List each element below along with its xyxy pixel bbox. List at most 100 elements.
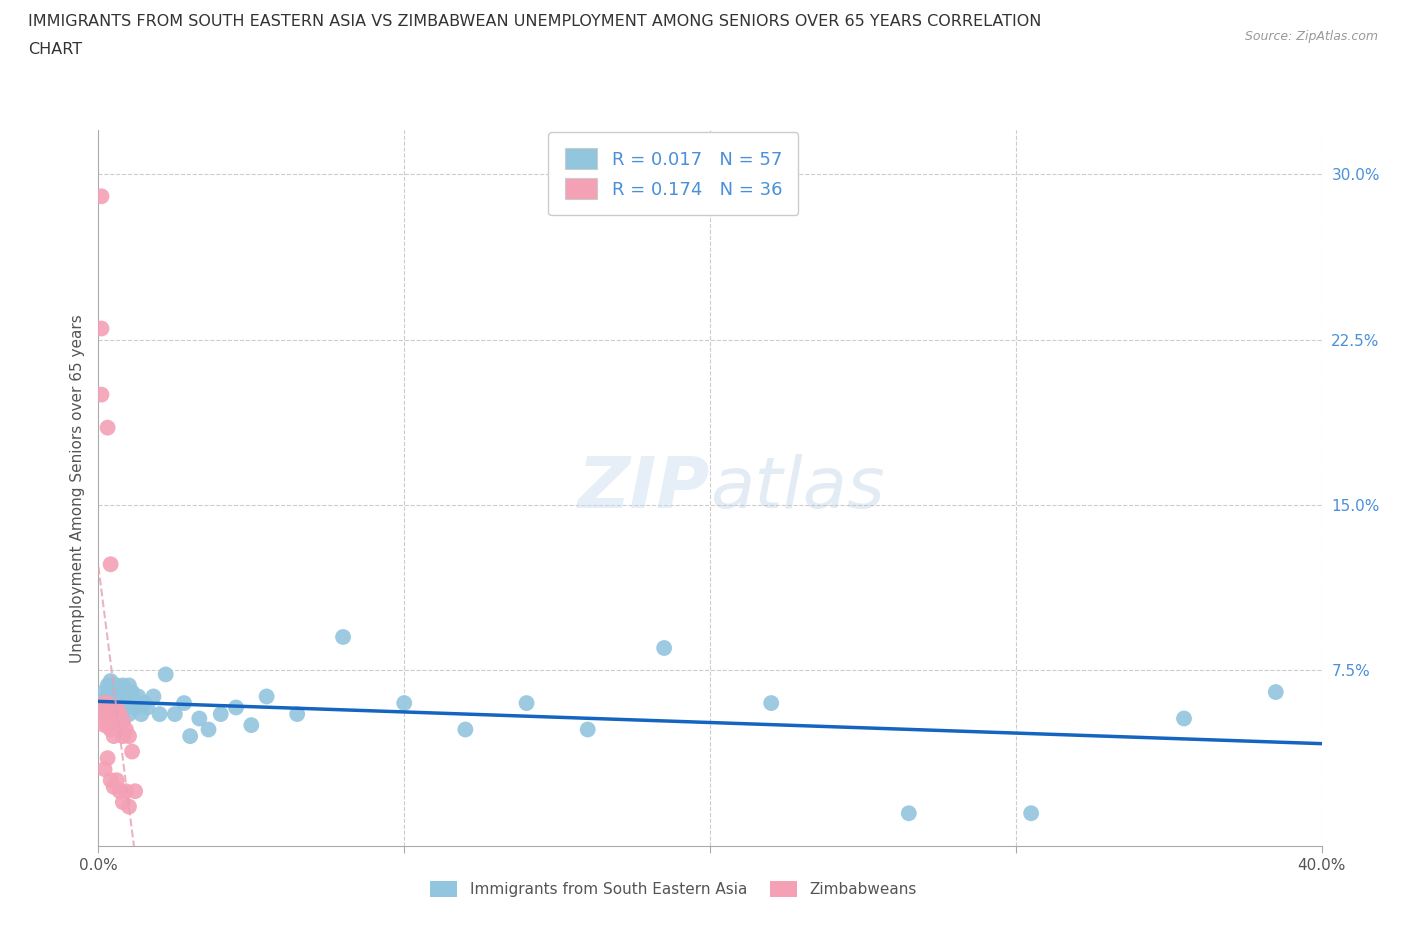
Point: [118, 799, 141, 814]
Point: [97, 689, 120, 704]
Point: [97, 420, 120, 435]
Point: [105, 700, 128, 715]
Point: [163, 707, 186, 722]
Point: [149, 707, 172, 722]
Point: [516, 696, 538, 711]
Point: [108, 707, 131, 722]
Point: [897, 805, 920, 820]
Y-axis label: Unemployment Among Seniors over 65 years: Unemployment Among Seniors over 65 years: [69, 314, 84, 663]
Point: [105, 718, 128, 733]
Point: [332, 630, 354, 644]
Point: [121, 696, 143, 711]
Point: [111, 696, 134, 711]
Text: IMMIGRANTS FROM SOUTH EASTERN ASIA VS ZIMBABWEAN UNEMPLOYMENT AMONG SENIORS OVER: IMMIGRANTS FROM SOUTH EASTERN ASIA VS ZI…: [28, 14, 1042, 29]
Point: [225, 700, 247, 715]
Point: [103, 729, 125, 744]
Point: [93, 718, 115, 733]
Point: [103, 718, 125, 733]
Point: [134, 696, 156, 711]
Point: [100, 707, 122, 722]
Point: [188, 711, 211, 726]
Point: [97, 678, 120, 693]
Point: [454, 722, 477, 737]
Point: [108, 689, 131, 704]
Point: [392, 696, 416, 711]
Point: [103, 779, 125, 794]
Point: [136, 700, 159, 715]
Point: [93, 700, 115, 715]
Legend: Immigrants from South Eastern Asia, Zimbabweans: Immigrants from South Eastern Asia, Zimb…: [423, 875, 922, 903]
Point: [129, 707, 152, 722]
Text: ZIP: ZIP: [578, 454, 710, 523]
Point: [285, 707, 308, 722]
Point: [142, 689, 165, 704]
Point: [105, 773, 128, 788]
Point: [103, 689, 125, 704]
Point: [209, 707, 232, 722]
Point: [97, 707, 120, 722]
Point: [108, 784, 131, 799]
Point: [93, 696, 115, 711]
Point: [124, 700, 146, 715]
Point: [97, 751, 120, 765]
Point: [100, 696, 122, 711]
Point: [105, 707, 128, 722]
Point: [115, 689, 138, 704]
Text: CHART: CHART: [28, 42, 82, 57]
Point: [197, 722, 219, 737]
Point: [100, 557, 122, 572]
Point: [90, 189, 112, 204]
Point: [90, 387, 112, 402]
Point: [103, 678, 125, 693]
Point: [93, 707, 115, 722]
Point: [124, 784, 146, 799]
Point: [1173, 711, 1195, 726]
Point: [100, 722, 122, 737]
Point: [111, 713, 134, 728]
Point: [103, 713, 125, 728]
Point: [179, 729, 201, 744]
Text: atlas: atlas: [710, 454, 884, 523]
Point: [100, 673, 122, 688]
Point: [1264, 684, 1286, 699]
Text: Source: ZipAtlas.com: Source: ZipAtlas.com: [1244, 30, 1378, 43]
Point: [90, 321, 112, 336]
Point: [111, 713, 134, 728]
Point: [1019, 805, 1042, 820]
Point: [108, 707, 131, 722]
Point: [93, 762, 115, 777]
Point: [118, 678, 141, 693]
Point: [111, 678, 134, 693]
Point: [256, 689, 278, 704]
Point: [97, 707, 120, 722]
Point: [108, 700, 131, 715]
Point: [103, 700, 125, 715]
Point: [100, 707, 122, 722]
Point: [121, 744, 143, 759]
Point: [652, 641, 675, 656]
Point: [121, 684, 143, 699]
Point: [240, 718, 263, 733]
Point: [115, 784, 138, 799]
Point: [115, 700, 138, 715]
Point: [97, 696, 120, 711]
Point: [97, 718, 120, 733]
Point: [115, 722, 138, 737]
Point: [576, 722, 599, 737]
Point: [105, 696, 128, 711]
Point: [111, 795, 134, 810]
Point: [100, 773, 122, 788]
Point: [93, 684, 115, 699]
Point: [108, 722, 131, 737]
Point: [173, 696, 195, 711]
Point: [93, 696, 115, 711]
Point: [118, 729, 141, 744]
Point: [111, 729, 134, 744]
Point: [103, 707, 125, 722]
Point: [118, 707, 141, 722]
Point: [105, 678, 128, 693]
Point: [127, 689, 149, 704]
Point: [90, 696, 112, 711]
Point: [155, 667, 177, 682]
Point: [759, 696, 782, 711]
